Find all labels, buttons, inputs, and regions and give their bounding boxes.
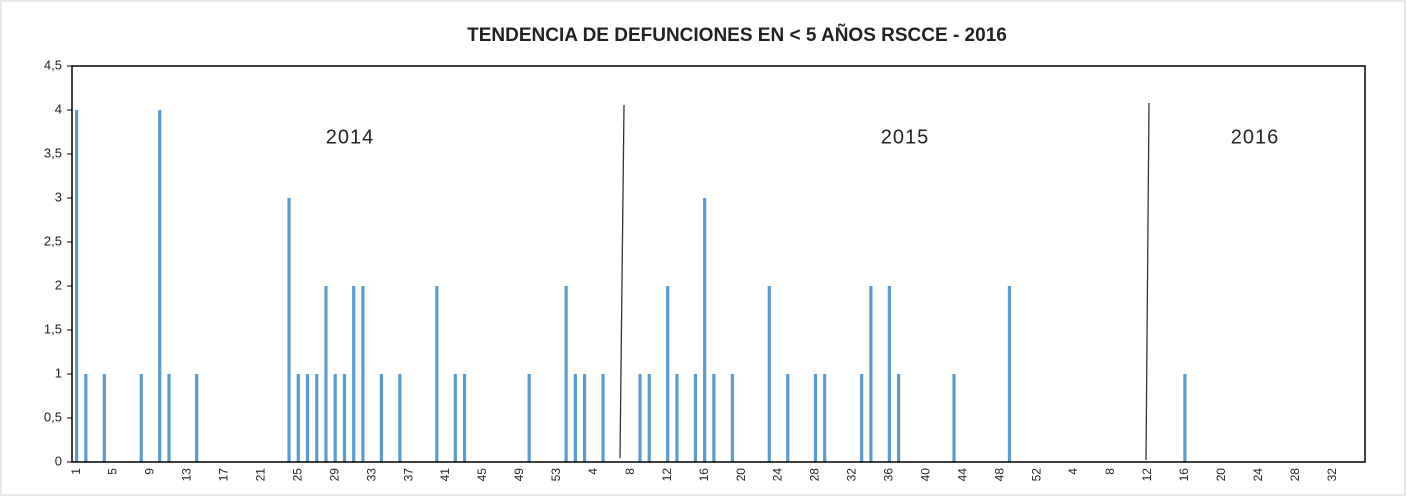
bar xyxy=(195,374,199,462)
bar xyxy=(638,374,642,462)
x-tick-label: 20 xyxy=(734,468,748,482)
bar xyxy=(287,198,291,462)
bar xyxy=(666,286,670,462)
y-tick-label: 0,5 xyxy=(44,409,62,424)
y-tick-label: 1 xyxy=(55,365,62,380)
year-label: 2016 xyxy=(1231,126,1280,148)
bar xyxy=(527,374,531,462)
bar xyxy=(823,374,827,462)
x-tick-label: 5 xyxy=(106,468,120,475)
y-tick-label: 4,5 xyxy=(44,57,62,72)
bar xyxy=(462,374,467,462)
bar xyxy=(860,374,864,462)
x-tick-label: 40 xyxy=(918,468,932,482)
x-tick-label: 12 xyxy=(1140,468,1154,482)
y-tick-label: 2 xyxy=(55,277,62,292)
x-tick-label: 37 xyxy=(401,468,415,482)
bar xyxy=(398,374,402,462)
x-tick-label: 1 xyxy=(69,468,83,475)
x-tick-label: 16 xyxy=(1177,468,1191,482)
bar xyxy=(305,374,310,462)
x-tick-label: 21 xyxy=(254,468,268,482)
x-tick-label: 25 xyxy=(290,468,304,482)
bar xyxy=(453,374,457,462)
y-tick-label: 2,5 xyxy=(44,233,62,248)
y-tick-label: 1,5 xyxy=(44,321,62,336)
bar xyxy=(333,374,337,462)
bar xyxy=(767,286,771,462)
x-tick-label: 52 xyxy=(1029,468,1043,482)
x-tick-label: 33 xyxy=(364,468,378,482)
x-tick-label: 28 xyxy=(1288,468,1302,482)
x-tick-label: 9 xyxy=(143,468,157,475)
bar xyxy=(361,286,365,462)
x-tick-label: 28 xyxy=(808,468,822,482)
x-tick-label: 32 xyxy=(845,468,859,482)
bar xyxy=(693,374,698,462)
bar xyxy=(1183,374,1187,462)
year-separator xyxy=(1145,102,1150,461)
bar xyxy=(573,374,577,462)
x-tick-label: 8 xyxy=(1103,468,1117,475)
x-tick-label: 29 xyxy=(327,468,341,482)
x-tick-label: 12 xyxy=(660,468,674,482)
year-label: 2015 xyxy=(881,126,930,148)
bar xyxy=(582,374,587,462)
bar xyxy=(342,374,347,462)
x-tick-label: 48 xyxy=(992,468,1006,482)
bar xyxy=(84,374,88,462)
bar xyxy=(75,110,79,462)
bar xyxy=(1007,286,1012,462)
bar xyxy=(102,374,106,462)
x-tick-label: 4 xyxy=(586,468,600,475)
year-separator xyxy=(619,104,625,459)
y-tick-label: 4 xyxy=(55,101,62,116)
y-tick-label: 3,5 xyxy=(44,145,62,160)
bar xyxy=(869,286,873,462)
x-tick-label: 32 xyxy=(1325,468,1339,482)
bar xyxy=(601,374,605,462)
x-tick-label: 49 xyxy=(512,468,526,482)
bar xyxy=(675,374,679,462)
bar xyxy=(712,374,716,462)
x-tick-label: 41 xyxy=(438,468,452,482)
bar xyxy=(813,374,818,462)
y-tick-label: 3 xyxy=(55,189,62,204)
bar xyxy=(435,286,439,462)
bar xyxy=(158,110,162,462)
bar xyxy=(703,198,707,462)
bar xyxy=(379,374,383,462)
x-tick-label: 8 xyxy=(623,468,637,475)
bar xyxy=(952,374,956,462)
bar xyxy=(887,286,891,462)
bar xyxy=(564,286,568,462)
bar xyxy=(786,374,790,462)
x-tick-label: 13 xyxy=(180,468,194,482)
bar xyxy=(167,374,171,462)
x-tick-label: 17 xyxy=(217,468,231,482)
bar xyxy=(296,374,300,462)
bar xyxy=(647,374,651,462)
plot-frame xyxy=(71,65,1366,463)
bar xyxy=(352,286,356,462)
bar xyxy=(730,374,734,462)
x-tick-label: 24 xyxy=(1251,468,1265,482)
x-tick-label: 20 xyxy=(1214,468,1228,482)
x-tick-label: 4 xyxy=(1066,468,1080,475)
x-tick-label: 44 xyxy=(955,468,969,482)
chart-title: TENDENCIA DE DEFUNCIONES EN < 5 AÑOS RSC… xyxy=(467,24,1007,46)
x-tick-label: 45 xyxy=(475,468,489,482)
bar xyxy=(324,286,328,462)
bar xyxy=(315,374,319,462)
year-label: 2014 xyxy=(326,126,375,148)
x-tick-label: 16 xyxy=(697,468,711,482)
bar xyxy=(896,374,901,462)
bar xyxy=(139,374,143,462)
x-tick-label: 36 xyxy=(882,468,896,482)
x-tick-label: 53 xyxy=(549,468,563,482)
x-tick-label: 24 xyxy=(771,468,785,482)
y-tick-label: 0 xyxy=(55,453,62,468)
